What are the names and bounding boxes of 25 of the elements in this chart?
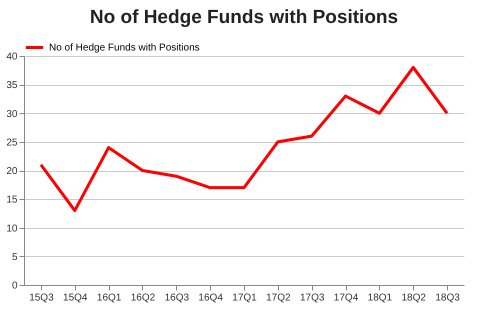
x-tick-label: 17Q1 [232, 292, 258, 304]
x-tick-label: 18Q3 [435, 292, 460, 304]
chart-title: No of Hedge Funds with Positions [90, 7, 398, 28]
y-tick-label: 35 [6, 80, 18, 92]
x-tick-label: 15Q3 [29, 292, 54, 304]
x-tick-label: 16Q1 [96, 292, 122, 304]
x-tick-label: 18Q2 [401, 292, 426, 304]
y-tick-label: 5 [12, 252, 18, 263]
x-tick-label: 18Q1 [368, 292, 393, 304]
y-tick-label: 20 [6, 166, 18, 177]
y-tick-label: 40 [6, 52, 18, 62]
line-series [39, 66, 449, 212]
x-tick-label: 15Q4 [63, 292, 88, 304]
x-tick-label: 17Q2 [266, 292, 292, 304]
x-tick-label: 16Q3 [164, 292, 190, 304]
x-tick-label: 16Q4 [198, 292, 224, 304]
x-tick-label: 17Q3 [300, 292, 325, 304]
y-tick-label: 10 [6, 223, 18, 234]
y-tick-label: 25 [6, 137, 18, 148]
x-tick-label: 17Q4 [334, 292, 359, 304]
x-tick-label: 16Q2 [130, 292, 156, 304]
y-tick-label: 30 [6, 108, 18, 120]
y-tick-label: 0 [12, 280, 18, 292]
y-tick-label: 15 [6, 194, 18, 206]
legend-label: No of Hedge Funds with Positions [49, 42, 200, 54]
